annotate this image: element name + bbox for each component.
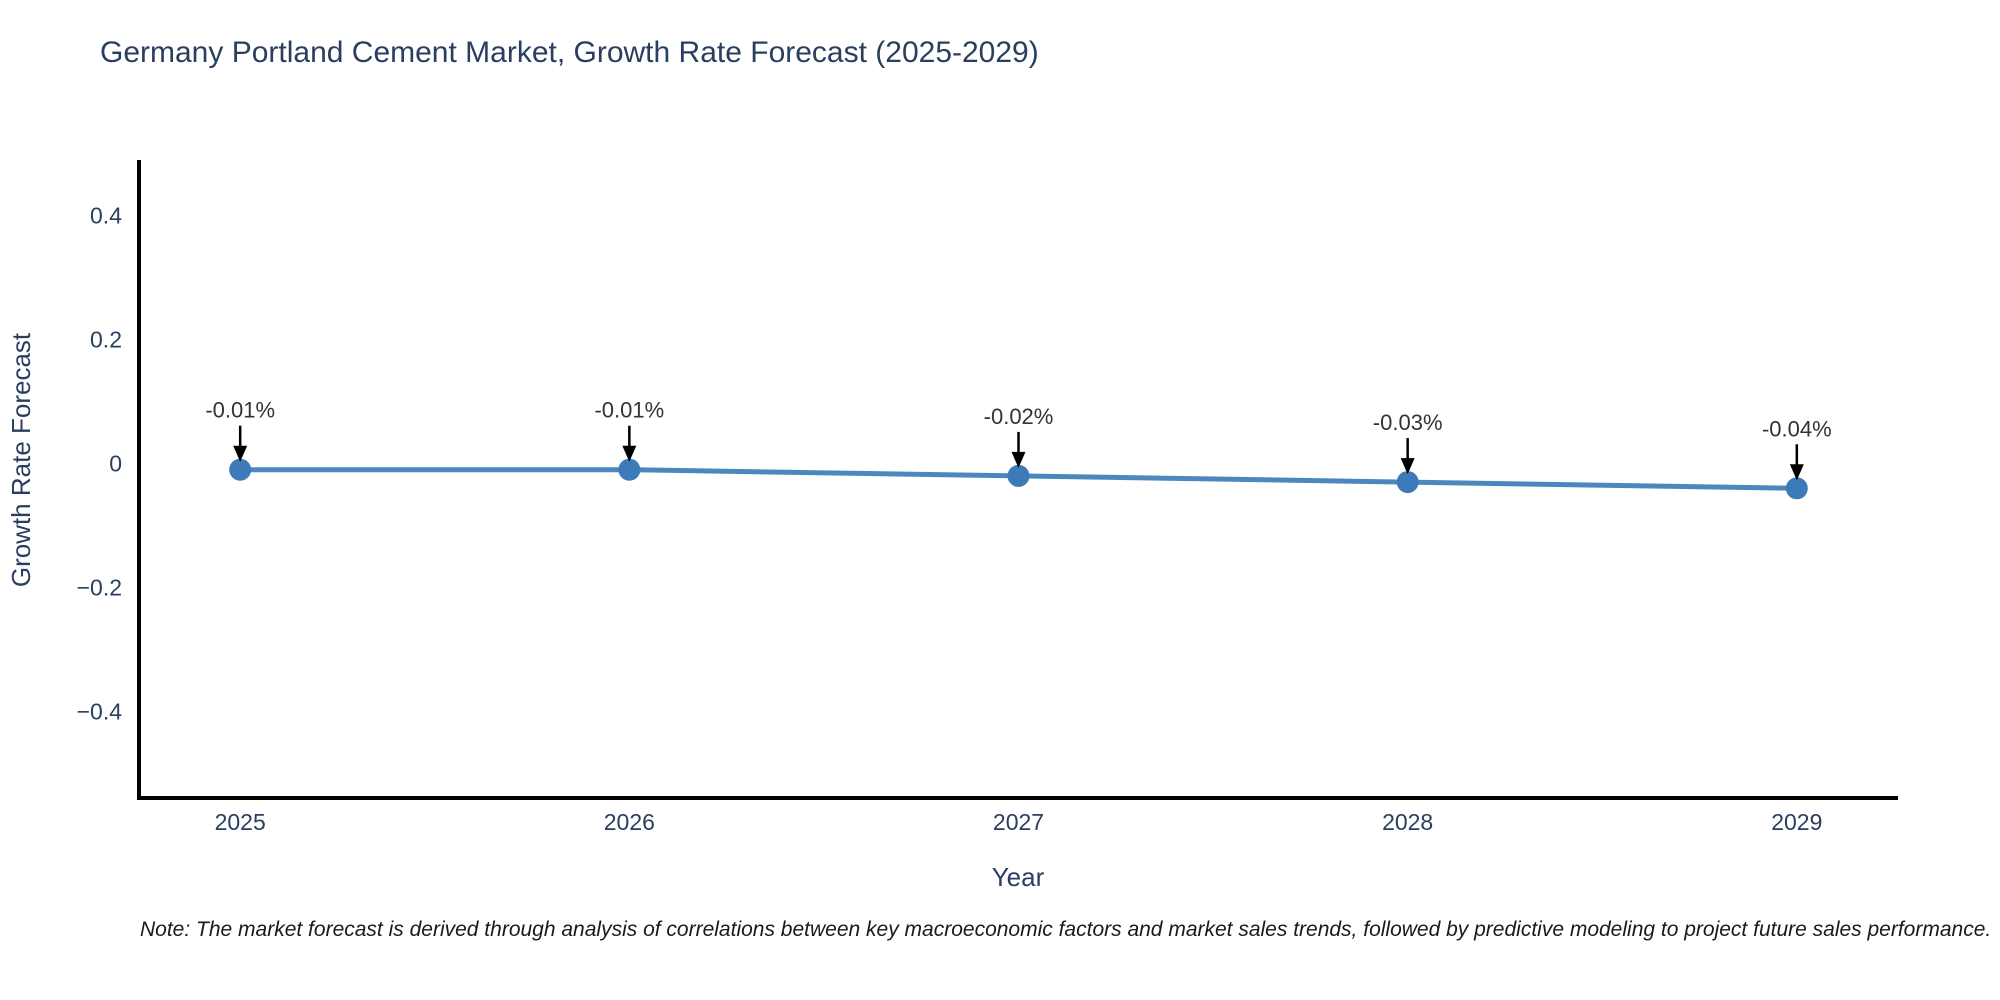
annotation-arrowhead	[1400, 458, 1415, 475]
point-annotation: -0.01%	[594, 398, 664, 423]
y-tick-label: −0.4	[77, 698, 123, 724]
y-tick-label: −0.2	[77, 574, 122, 600]
y-axis-title: Growth Rate Forecast	[6, 332, 36, 587]
x-tick-label: 2025	[215, 809, 266, 835]
y-tick-label: 0.2	[90, 327, 122, 353]
data-point-2028[interactable]	[1396, 471, 1419, 494]
x-tick-label: 2026	[604, 809, 655, 835]
x-tick-label: 2028	[1382, 809, 1433, 835]
data-point-2025[interactable]	[229, 458, 252, 481]
x-axis-title: Year	[992, 862, 1045, 892]
chart-title: Germany Portland Cement Market, Growth R…	[100, 36, 1039, 69]
annotation-arrowhead	[1011, 451, 1026, 468]
annotation-arrowhead	[233, 445, 248, 462]
y-tick-label: 0	[109, 451, 122, 477]
x-tick-label: 2027	[993, 809, 1044, 835]
chart-footnote: Note: The market forecast is derived thr…	[140, 918, 1992, 941]
annotation-arrowhead	[1789, 464, 1804, 481]
data-point-2027[interactable]	[1007, 464, 1030, 487]
x-tick-label: 2029	[1771, 809, 1822, 835]
data-point-2026[interactable]	[618, 458, 641, 481]
annotation-arrowhead	[622, 445, 637, 462]
data-point-2029[interactable]	[1785, 477, 1808, 500]
y-tick-label: 0.4	[90, 203, 122, 229]
point-annotation: -0.04%	[1762, 416, 1832, 441]
point-annotation: -0.03%	[1373, 410, 1443, 435]
point-annotation: -0.01%	[205, 398, 275, 423]
axis-spines	[137, 160, 1898, 800]
point-annotation: -0.02%	[984, 404, 1054, 429]
